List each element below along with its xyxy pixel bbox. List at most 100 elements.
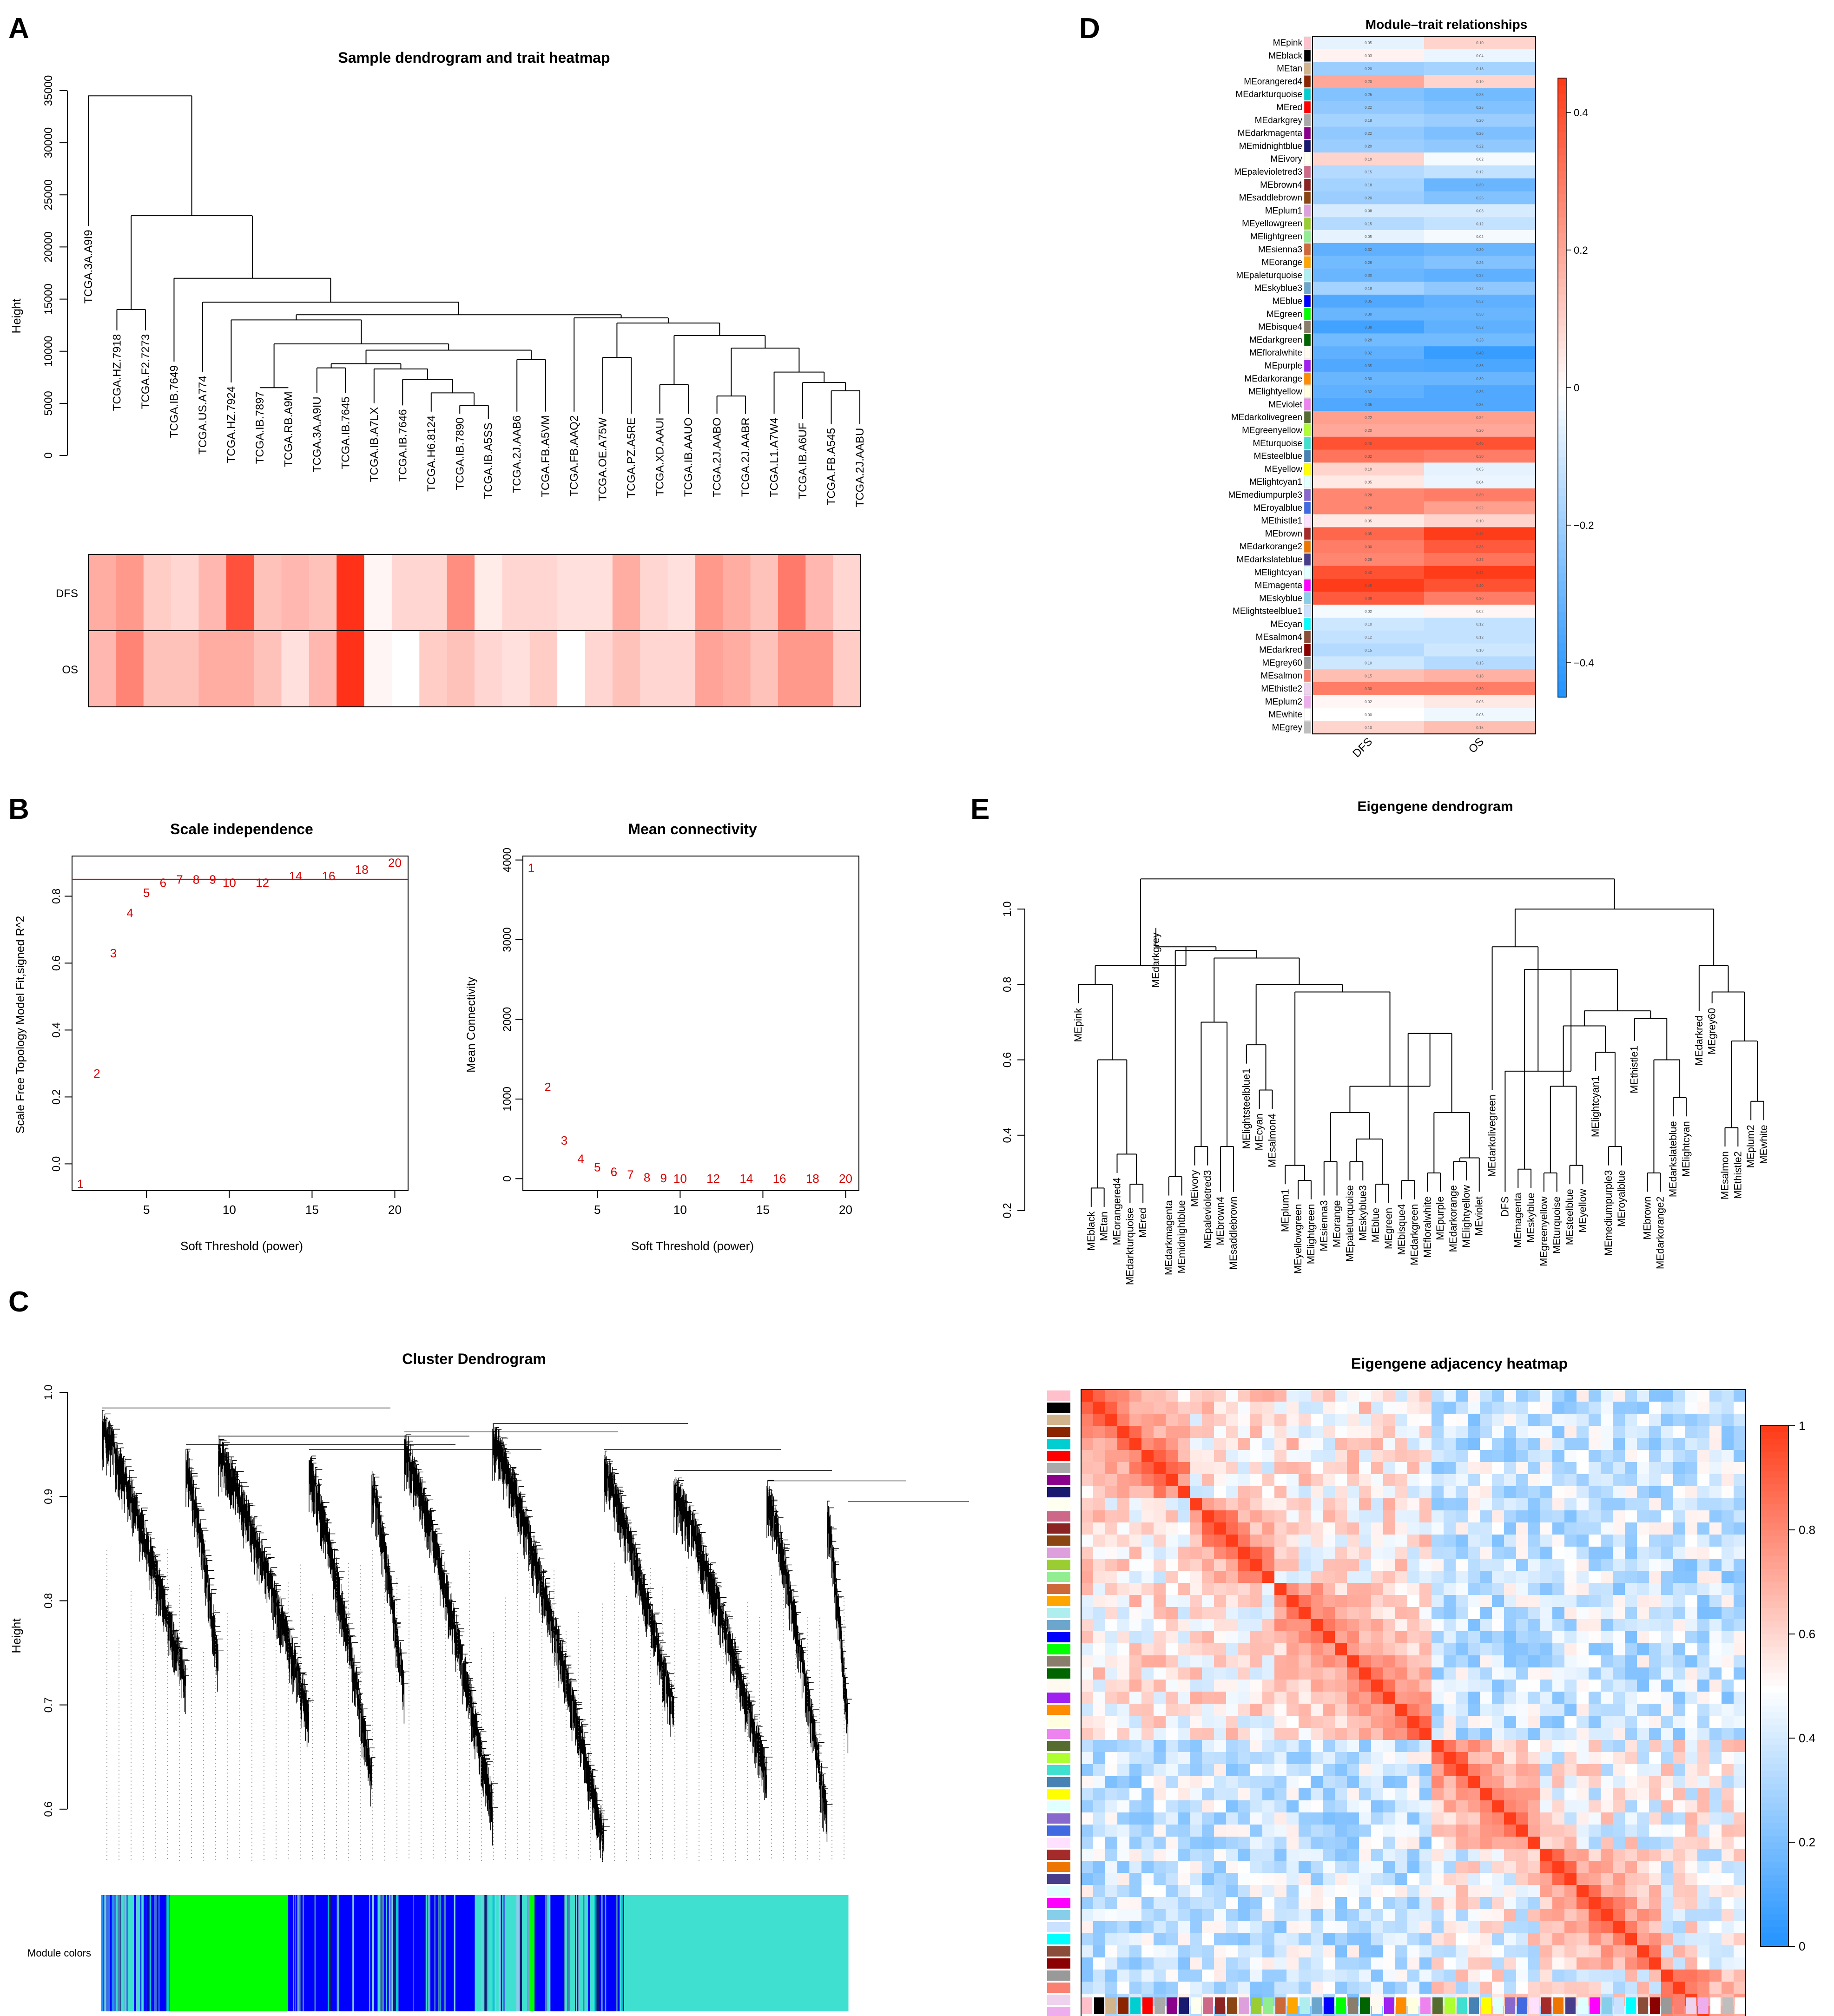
module-color-MEdarkslateblue — [1304, 553, 1311, 566]
adjacency-cell — [1734, 1897, 1746, 1910]
legend-swatch — [1558, 302, 1566, 311]
adjacency-cell — [1613, 1812, 1625, 1825]
adjacency-cell — [1516, 1571, 1529, 1583]
adjacency-cell — [1371, 1873, 1384, 1885]
adjacency-cell — [1154, 1535, 1166, 1547]
adjacency-cell — [1444, 1438, 1456, 1450]
adjacency-cell — [1528, 1655, 1541, 1668]
adjacency-cell — [1722, 1619, 1734, 1632]
adjacency-cell — [1444, 1619, 1456, 1632]
adjacency-row-color — [1047, 1668, 1070, 1679]
adjacency-col-color — [1457, 1997, 1467, 2014]
adjacency-cell — [1564, 1909, 1577, 1922]
adjacency-cell — [1540, 1390, 1553, 1402]
adjacency-cell — [1154, 1764, 1166, 1777]
adjacency-cell — [1407, 1885, 1420, 1897]
adjacency-cell — [1141, 1921, 1154, 1934]
adjacency-cell — [1516, 1957, 1529, 1970]
adjacency-cell — [1166, 1438, 1178, 1450]
adjacency-cell — [1202, 1740, 1214, 1752]
adjacency-cell — [1637, 1825, 1649, 1837]
adjacency-cell — [1504, 1559, 1517, 1571]
legend-swatch — [1558, 519, 1566, 527]
adjacency-cell — [1685, 1522, 1698, 1535]
adjacency-legend-swatch — [1761, 1862, 1788, 1869]
adjacency-cell — [1311, 1402, 1323, 1414]
adjacency-cell — [1661, 1957, 1674, 1970]
adjacency-cell — [1105, 1414, 1118, 1426]
c-module-stripe — [133, 1895, 134, 2011]
adjacency-cell — [1649, 1535, 1662, 1547]
adjacency-cell — [1673, 1631, 1686, 1644]
adjacency-cell — [1685, 1692, 1698, 1704]
module-trait-cell-text: 0.35 — [1365, 532, 1372, 536]
adjacency-cell — [1444, 1390, 1456, 1402]
adjacency-cell — [1673, 1498, 1686, 1511]
adjacency-cell — [1190, 1692, 1202, 1704]
adjacency-cell — [1661, 1522, 1674, 1535]
adjacency-cell — [1722, 1510, 1734, 1523]
adjacency-cell — [1637, 1849, 1649, 1861]
adjacency-cell — [1129, 1921, 1142, 1934]
adjacency-cell — [1129, 1812, 1142, 1825]
module-color-MEmediumpurple3 — [1304, 488, 1311, 501]
panel-letter-e: E — [970, 793, 990, 825]
adjacency-cell — [1613, 1957, 1625, 1970]
adjacency-cell — [1117, 1885, 1130, 1897]
adjacency-cell — [1323, 1426, 1335, 1438]
adjacency-cell — [1577, 1692, 1589, 1704]
adjacency-cell — [1105, 1849, 1118, 1861]
adjacency-cell — [1492, 1945, 1504, 1958]
adjacency-legend-swatch — [1761, 1699, 1788, 1706]
a-sample-label-16: TCGA.FB.A5VM — [540, 415, 552, 497]
module-trait-cell-text: 0.36 — [1476, 364, 1484, 368]
adjacency-cell — [1407, 1559, 1420, 1571]
adjacency-cell — [1407, 1402, 1420, 1414]
adjacency-cell — [1178, 1897, 1190, 1910]
adjacency-cell — [1238, 1873, 1251, 1885]
adjacency-cell — [1697, 1450, 1710, 1463]
adjacency-cell — [1504, 1643, 1517, 1656]
adjacency-legend-swatch — [1761, 1732, 1788, 1739]
adjacency-cell — [1141, 1957, 1154, 1970]
eigengene-dendrogram — [1078, 878, 1764, 1207]
adjacency-cell — [1178, 1885, 1190, 1897]
adjacency-cell — [1202, 1897, 1214, 1910]
c-module-stripe — [299, 1895, 300, 2011]
c-module-stripe — [396, 1895, 398, 2011]
adjacency-cell — [1419, 1704, 1432, 1716]
mean-connectivity-point-6: 6 — [611, 1165, 617, 1179]
adjacency-cell — [1262, 1849, 1275, 1861]
adjacency-cell — [1214, 1655, 1227, 1668]
adjacency-cell — [1154, 1462, 1166, 1475]
adjacency-cell — [1226, 1680, 1239, 1692]
c-module-stripe — [594, 1895, 597, 2011]
adjacency-cell — [1504, 1390, 1517, 1402]
adjacency-cell — [1468, 1510, 1480, 1523]
c-module-stripe — [597, 1895, 600, 2011]
module-label-MElightsteelblue1: MElightsteelblue1 — [1233, 606, 1302, 616]
adjacency-cell — [1105, 1909, 1118, 1922]
adjacency-legend-swatch — [1761, 1901, 1788, 1908]
legend-swatch — [1558, 388, 1566, 396]
adjacency-cell — [1347, 1873, 1359, 1885]
adjacency-cell — [1685, 1450, 1698, 1463]
adjacency-cell — [1625, 1414, 1637, 1426]
adjacency-cell — [1202, 1776, 1214, 1789]
adjacency-cell — [1709, 1692, 1722, 1704]
adjacency-cell — [1141, 1885, 1154, 1897]
adjacency-cell — [1577, 1631, 1589, 1644]
adjacency-cell — [1202, 1825, 1214, 1837]
adjacency-cell — [1250, 1764, 1263, 1777]
adjacency-cell — [1577, 1957, 1589, 1970]
adjacency-cell — [1456, 1909, 1468, 1922]
adjacency-cell — [1504, 1970, 1517, 1982]
adjacency-cell — [1129, 1619, 1142, 1632]
adjacency-row-color — [1047, 1910, 1070, 1920]
module-trait-cell-text: 0.15 — [1476, 661, 1484, 665]
adjacency-cell — [1552, 1631, 1565, 1644]
adjacency-cell — [1468, 1474, 1480, 1487]
adjacency-cell — [1456, 1957, 1468, 1970]
adjacency-cell — [1129, 1982, 1142, 1994]
adjacency-cell — [1552, 1547, 1565, 1559]
